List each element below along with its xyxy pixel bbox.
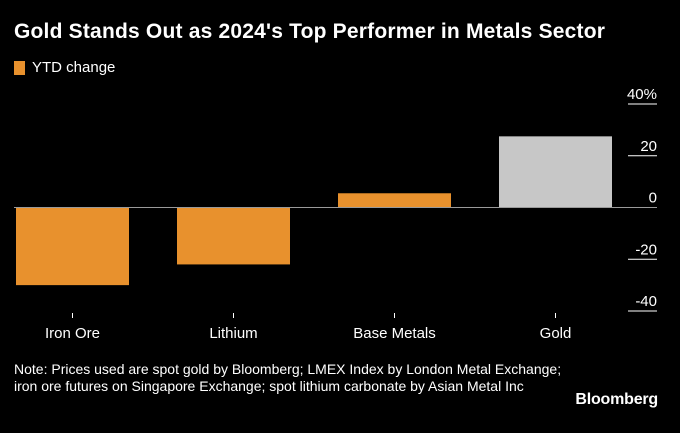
legend-swatch — [14, 60, 25, 75]
chart-title: Gold Stands Out as 2024's Top Performer … — [14, 20, 606, 43]
y-tick-label: 40% — [627, 86, 657, 103]
source-note: Note: Prices used are spot gold by Bloom… — [14, 361, 562, 394]
bar-gold — [499, 136, 612, 208]
x-category-label: Base Metals — [353, 325, 436, 342]
y-axis: 40% 20 0 -20 -40 — [627, 86, 657, 312]
x-category-label: Lithium — [209, 325, 257, 342]
x-category-label: Gold — [540, 325, 572, 342]
bloomberg-logo: Bloomberg — [575, 391, 658, 408]
y-tick-label: 0 — [649, 190, 657, 207]
bar-lithium — [177, 207, 290, 265]
x-axis: Iron Ore Lithium Base Metals Gold — [45, 313, 571, 342]
legend-label: YTD change — [32, 59, 116, 76]
bars-group — [16, 136, 612, 286]
bar-base-metals — [338, 193, 451, 208]
y-tick-label: -40 — [635, 293, 657, 310]
y-tick-label: -20 — [635, 241, 657, 258]
legend: YTD change — [14, 59, 115, 76]
bar-iron-ore — [16, 207, 129, 286]
y-tick-label: 20 — [640, 138, 657, 155]
x-category-label: Iron Ore — [45, 325, 100, 342]
